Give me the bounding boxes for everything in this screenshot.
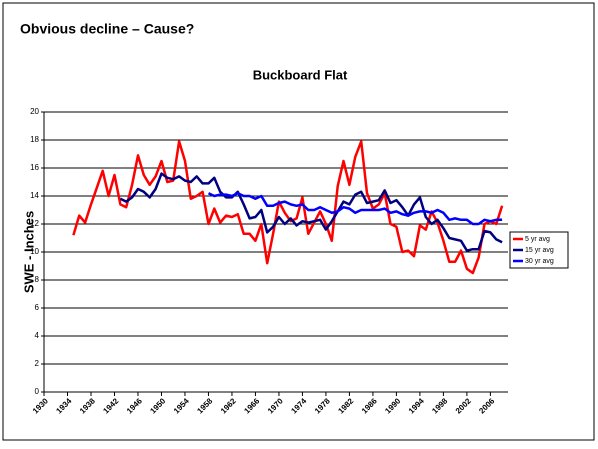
y-tick-label: 18 bbox=[30, 135, 39, 144]
y-tick-label: 20 bbox=[30, 107, 39, 116]
y-tick-label: 6 bbox=[35, 303, 40, 312]
slide-title: Obvious decline – Cause? bbox=[20, 21, 194, 37]
y-tick-label: 4 bbox=[35, 331, 40, 340]
y-axis-label: SWE - Inches bbox=[21, 211, 36, 293]
legend-label: 15 yr avg bbox=[525, 247, 554, 254]
series-line bbox=[119, 172, 503, 252]
chart-title: Buckboard Flat bbox=[253, 67, 348, 82]
slide-border bbox=[2, 2, 595, 441]
y-tick-label: 0 bbox=[35, 387, 40, 396]
legend-label: 30 yr avg bbox=[525, 258, 554, 265]
y-tick-label: 16 bbox=[30, 163, 39, 172]
y-tick-label: 2 bbox=[35, 359, 40, 368]
y-tick-label: 14 bbox=[30, 191, 39, 200]
y-tick-label: 10 bbox=[30, 247, 39, 256]
series-line bbox=[72, 140, 504, 275]
legend-label: 5 yr avg bbox=[525, 236, 550, 243]
series-line bbox=[207, 191, 503, 226]
y-tick-label: 12 bbox=[30, 219, 39, 228]
y-tick-label: 8 bbox=[35, 275, 40, 284]
